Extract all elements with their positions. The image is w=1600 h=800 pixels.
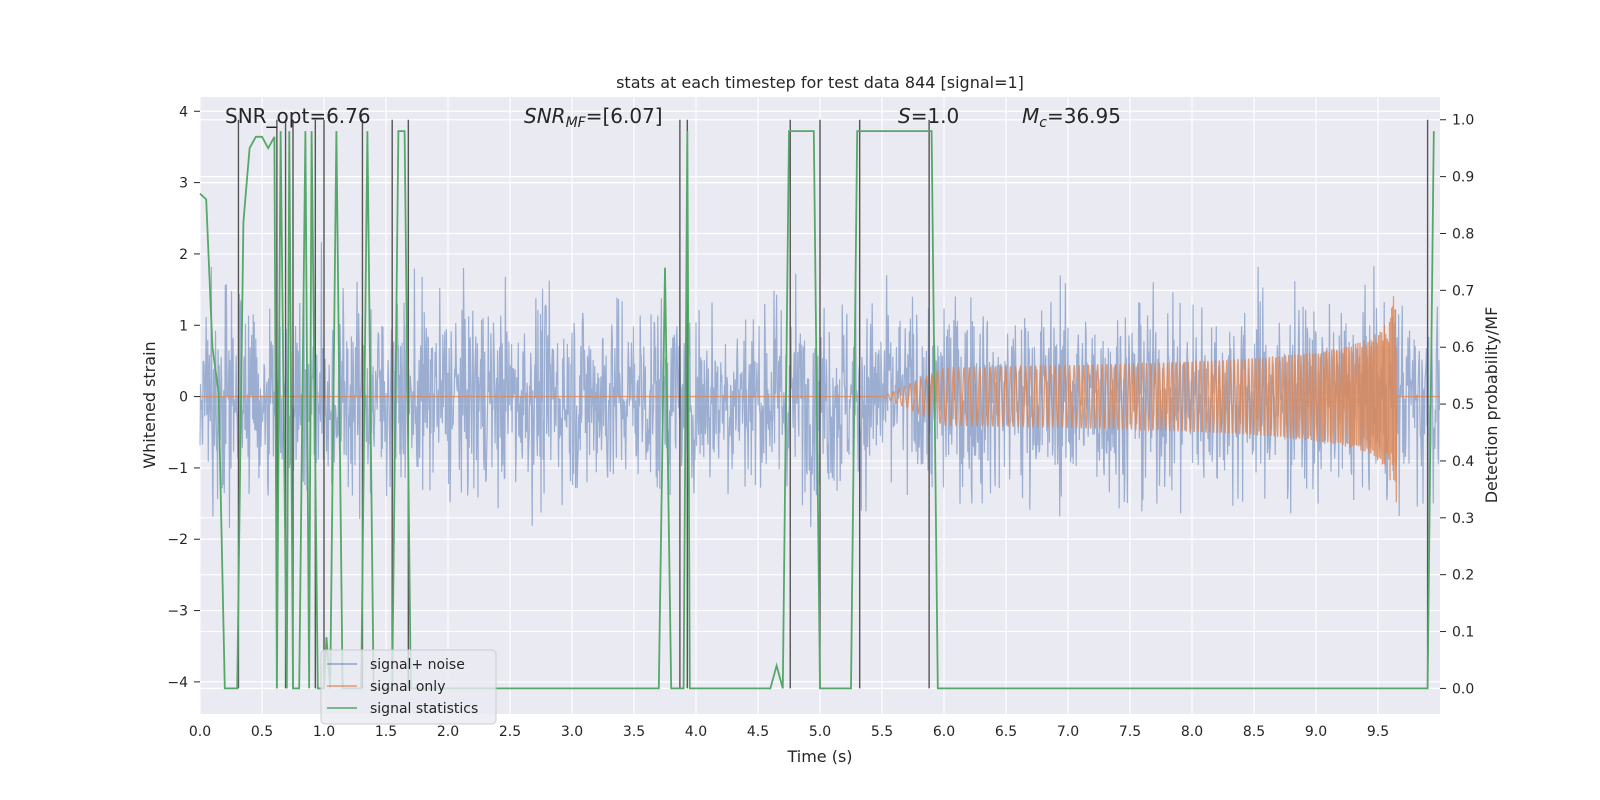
annotation-s-value: =1.0 [911, 104, 960, 128]
x-tick-label: 7.0 [1057, 724, 1079, 740]
x-tick-label: 6.5 [995, 724, 1017, 740]
y2-axis-label: Detection probability/MF [1482, 307, 1501, 504]
annotation-snr-opt: SNR_opt=6.76 [225, 104, 371, 128]
y2-tick-label: 0.4 [1452, 454, 1474, 470]
annotation-mc-symbol: M [1022, 104, 1039, 128]
legend-box [320, 649, 497, 725]
y-tick-label: 4 [179, 104, 188, 120]
x-tick-label: 6.0 [933, 724, 955, 740]
annotation-s-symbol: S [898, 104, 911, 128]
legend-label-signal-noise: signal+ noise [370, 657, 465, 673]
x-tick-label: 3.5 [623, 724, 645, 740]
y-axis-ticks: −4 −3 −2 −1 0 1 2 3 4 [167, 104, 200, 691]
x-tick-label: 0.5 [251, 724, 273, 740]
x-tick-label: 7.5 [1119, 724, 1141, 740]
y-tick-label: 0 [179, 390, 188, 406]
annotation-snr-mf-sub: MF [566, 115, 587, 131]
y2-tick-label: 0.7 [1452, 283, 1474, 299]
signal-statistics-line [199, 130, 1435, 690]
legend: signal+ noise signal only signal statist… [320, 649, 497, 725]
x-tick-label: 3.0 [561, 724, 583, 740]
x-tick-label: 4.0 [685, 724, 707, 740]
annotation-snr-mf-value: =[6.07] [586, 104, 663, 128]
y-tick-label: 1 [179, 318, 188, 334]
series-signal-statistics [199, 130, 1435, 690]
x-tick-label: 1.0 [313, 724, 335, 740]
x-axis-ticks: 0.0 0.5 1.0 1.5 2.0 2.5 3.0 3.5 4.0 4.5 5.0 5.5 6.0 6… [189, 724, 1389, 740]
y2-tick-label: 0.3 [1452, 511, 1474, 527]
annotation-mc-value: =36.95 [1047, 104, 1121, 128]
y-axis-label: Whitened strain [140, 341, 159, 468]
x-tick-label: 2.0 [437, 724, 459, 740]
y-tick-label: −2 [167, 532, 188, 548]
y2-tick-label: 1.0 [1452, 113, 1474, 129]
y2-tick-label: 0.9 [1452, 170, 1474, 186]
x-tick-label: 9.5 [1367, 724, 1389, 740]
annotation-snr-mf-prefix: SNR [524, 104, 566, 128]
x-tick-label: 0.0 [189, 724, 211, 740]
y2-tick-label: 0.1 [1452, 625, 1474, 641]
x-tick-label: 2.5 [499, 724, 521, 740]
chart-title: stats at each timestep for test data 844… [616, 73, 1024, 92]
legend-label-signal-statistics: signal statistics [370, 701, 478, 717]
y2-tick-label: 0.8 [1452, 226, 1474, 242]
annotation-s: S=1.0 [898, 104, 959, 128]
x-tick-label: 5.0 [809, 724, 831, 740]
annotation-mc: Mc=36.95 [1022, 104, 1121, 131]
y-tick-label: −3 [167, 604, 188, 620]
x-tick-label: 1.5 [375, 724, 397, 740]
annotation-mc-sub: c [1039, 115, 1047, 131]
y-tick-label: −1 [167, 461, 188, 477]
y2-tick-label: 0.0 [1452, 681, 1474, 697]
vertical-markers [237, 119, 1429, 689]
x-tick-label: 8.0 [1181, 724, 1203, 740]
x-tick-label: 9.0 [1305, 724, 1327, 740]
x-tick-label: 5.5 [871, 724, 893, 740]
x-tick-label: 4.5 [747, 724, 769, 740]
x-tick-label: 8.5 [1243, 724, 1265, 740]
y2-tick-label: 0.6 [1452, 340, 1474, 356]
y-tick-label: 2 [179, 247, 188, 263]
y2-axis-ticks: 0.0 0.1 0.2 0.3 0.4 0.5 0.6 0.7 0.8 0.9 1.0 [1440, 113, 1474, 697]
y-tick-label: 3 [179, 176, 188, 192]
y2-tick-label: 0.5 [1452, 397, 1474, 413]
y2-tick-label: 0.2 [1452, 568, 1474, 584]
annotation-snr-mf: SNRMF=[6.07] [524, 104, 663, 131]
y-tick-label: −4 [167, 675, 188, 691]
legend-label-signal-only: signal only [370, 679, 445, 695]
x-axis-label: Time (s) [786, 747, 852, 766]
